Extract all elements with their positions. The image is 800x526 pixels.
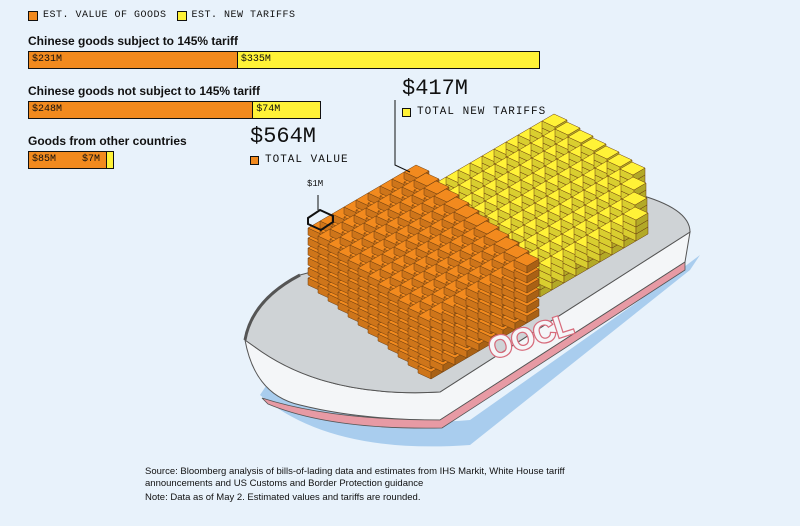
container-stack	[307, 113, 649, 380]
legend-swatch-value	[28, 10, 38, 21]
footer: Source: Bloomberg analysis of bills-of-l…	[145, 466, 625, 504]
total-tariffs-amount: $417M	[402, 76, 469, 101]
bar-row-3: $85M	[28, 151, 114, 169]
bar-row-1: $231M $335M	[28, 51, 541, 69]
total-value-swatch	[250, 155, 259, 165]
container-value	[513, 252, 540, 274]
category-label-2: Chinese goods not subject to 145% tariff	[28, 84, 261, 98]
bar-value-1: $231M	[28, 51, 238, 69]
bar-tariff-1: $335M	[237, 51, 541, 69]
total-value-amount: $564M	[250, 124, 317, 149]
data-note: Note: Data as of May 2. Estimated values…	[145, 492, 421, 503]
tariff-callout-line	[394, 100, 411, 173]
legend-swatch-tariff	[176, 10, 187, 21]
legend-label-tariff: EST. NEW TARIFFS	[191, 10, 296, 21]
legend: EST. VALUE OF GOODS EST. NEW TARIFFS	[28, 10, 296, 21]
legend-item-tariff: EST. NEW TARIFFS	[176, 10, 296, 21]
total-value-label-text: TOTAL VALUE	[265, 154, 349, 166]
legend-label-value: EST. VALUE OF GOODS	[43, 10, 167, 21]
bar-tariff-2: $74M	[253, 101, 321, 119]
legend-item-value: EST. VALUE OF GOODS	[28, 10, 167, 21]
source-note: Source: Bloomberg analysis of bills-of-l…	[145, 466, 565, 489]
bar-row-2: $248M $74M	[28, 101, 321, 119]
container-tariff	[622, 206, 649, 228]
category-label-1: Chinese goods subject to 145% tariff	[28, 34, 239, 48]
bar-tariff-3	[106, 151, 114, 169]
unit-highlight-box	[307, 208, 334, 232]
ship-waterline	[261, 261, 686, 429]
bar-tariff-3-label: $7M	[82, 154, 101, 165]
ship-rail	[243, 273, 301, 341]
bar-value-2: $248M	[28, 101, 254, 119]
unit-callout: $1M	[307, 179, 324, 189]
total-tariffs-label: TOTAL NEW TARIFFS	[402, 106, 546, 118]
category-label-3: Goods from other countries	[28, 134, 187, 148]
total-value-label: TOTAL VALUE	[250, 154, 349, 166]
bar-value-3: $85M	[28, 151, 107, 169]
total-tariffs-label-text: TOTAL NEW TARIFFS	[417, 106, 547, 118]
total-tariffs-swatch	[402, 107, 411, 117]
